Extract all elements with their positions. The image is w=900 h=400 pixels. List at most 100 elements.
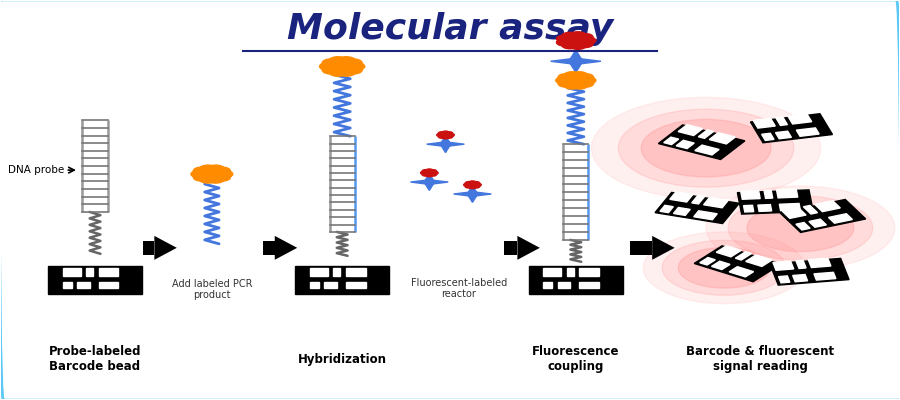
Circle shape [474,183,482,186]
FancyBboxPatch shape [746,255,772,266]
FancyBboxPatch shape [694,246,781,282]
Circle shape [706,186,895,270]
FancyBboxPatch shape [63,282,72,288]
Circle shape [728,196,873,260]
FancyBboxPatch shape [709,133,735,144]
Circle shape [577,40,593,48]
FancyBboxPatch shape [698,130,714,138]
Polygon shape [551,58,576,64]
Circle shape [344,66,362,74]
FancyBboxPatch shape [796,260,806,268]
Circle shape [436,133,444,136]
Circle shape [572,82,588,89]
Text: Fluorescent-labeled
reactor: Fluorescent-labeled reactor [411,278,507,299]
FancyBboxPatch shape [678,125,703,136]
FancyBboxPatch shape [808,258,831,268]
Polygon shape [518,236,540,260]
Circle shape [442,136,449,139]
Polygon shape [440,144,451,152]
FancyBboxPatch shape [310,282,319,288]
Circle shape [570,32,586,39]
FancyBboxPatch shape [735,252,752,260]
Circle shape [468,192,477,196]
FancyBboxPatch shape [695,145,719,155]
Circle shape [577,34,593,41]
Circle shape [447,133,454,136]
FancyBboxPatch shape [782,208,806,218]
FancyBboxPatch shape [630,241,652,255]
Circle shape [469,181,476,184]
FancyBboxPatch shape [558,282,571,288]
FancyBboxPatch shape [764,190,773,198]
Circle shape [420,171,427,174]
Polygon shape [424,182,435,190]
Text: Molecular assay: Molecular assay [287,12,613,46]
FancyBboxPatch shape [777,189,797,198]
FancyBboxPatch shape [99,282,119,288]
FancyBboxPatch shape [780,200,866,232]
Circle shape [472,185,480,188]
Circle shape [556,35,573,42]
Circle shape [570,42,586,49]
FancyBboxPatch shape [544,268,562,276]
FancyBboxPatch shape [673,208,690,215]
FancyBboxPatch shape [829,214,852,223]
Circle shape [468,183,477,187]
Circle shape [328,57,347,65]
FancyBboxPatch shape [544,282,553,288]
FancyBboxPatch shape [741,191,760,199]
Circle shape [191,170,208,178]
Circle shape [566,36,586,45]
Polygon shape [467,194,478,202]
Circle shape [441,142,450,146]
FancyBboxPatch shape [793,274,807,282]
Text: Hybridization: Hybridization [298,353,387,366]
Circle shape [577,74,594,81]
FancyBboxPatch shape [770,258,849,285]
FancyBboxPatch shape [699,258,716,265]
FancyBboxPatch shape [796,222,810,230]
FancyBboxPatch shape [796,128,819,136]
Circle shape [200,176,217,183]
Polygon shape [424,174,435,182]
Circle shape [465,185,472,188]
Circle shape [464,183,471,186]
Polygon shape [576,58,601,64]
FancyBboxPatch shape [694,211,717,220]
Polygon shape [569,61,583,72]
Circle shape [566,76,586,85]
FancyBboxPatch shape [788,114,812,124]
FancyBboxPatch shape [580,268,599,276]
FancyBboxPatch shape [676,140,694,149]
FancyBboxPatch shape [776,131,791,139]
Polygon shape [652,236,675,260]
FancyBboxPatch shape [295,266,389,294]
Circle shape [558,74,574,81]
FancyBboxPatch shape [504,241,518,255]
Circle shape [572,72,588,79]
Polygon shape [410,180,429,184]
Circle shape [338,68,356,76]
Circle shape [429,173,436,176]
Circle shape [558,80,574,87]
Polygon shape [472,192,491,196]
FancyBboxPatch shape [809,219,826,227]
FancyBboxPatch shape [663,137,679,145]
Circle shape [194,167,211,175]
Circle shape [438,135,446,138]
FancyBboxPatch shape [49,266,142,294]
Circle shape [338,57,356,65]
FancyBboxPatch shape [779,204,800,210]
FancyBboxPatch shape [263,241,274,255]
FancyBboxPatch shape [814,201,841,212]
Text: Add labeled PCR
product: Add labeled PCR product [172,279,252,300]
FancyBboxPatch shape [751,114,833,143]
Circle shape [555,77,572,84]
Circle shape [431,171,438,174]
Text: Fluorescence
coupling: Fluorescence coupling [532,346,619,374]
Circle shape [422,173,429,176]
Circle shape [679,248,770,288]
FancyBboxPatch shape [737,190,814,214]
FancyBboxPatch shape [143,241,155,255]
FancyBboxPatch shape [333,268,340,276]
